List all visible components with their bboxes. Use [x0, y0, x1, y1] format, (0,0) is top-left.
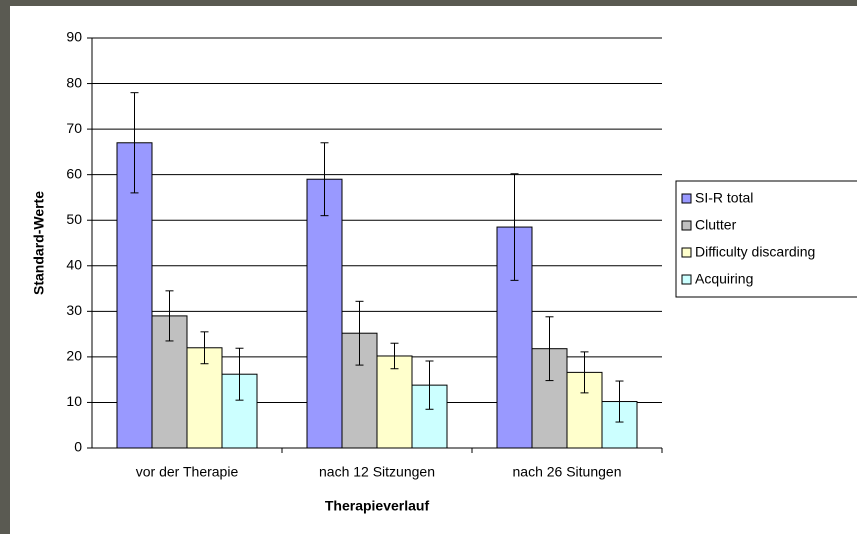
error-bar: [545, 316, 554, 382]
y-tick-label: 50: [66, 211, 82, 227]
y-tick-label: 20: [66, 348, 82, 364]
x-tick-label: nach 12 Sitzungen: [319, 464, 435, 480]
y-tick-label: 10: [66, 393, 82, 409]
error-bar: [580, 351, 589, 394]
legend-swatch: [681, 247, 692, 258]
y-tick-label: 0: [74, 439, 82, 455]
y-axis-title: Standard-Werte: [31, 191, 47, 295]
legend-label: SI-R total: [695, 190, 753, 206]
legend-label: Clutter: [695, 217, 737, 233]
error-bar: [320, 142, 329, 217]
bar: [306, 178, 343, 449]
error-bar: [390, 342, 399, 370]
bar: [376, 355, 413, 449]
y-tick-label: 80: [66, 74, 82, 90]
error-bar: [510, 173, 519, 281]
legend-label: Difficulty discarding: [695, 244, 815, 260]
x-tick-label: nach 26 Situngen: [513, 464, 622, 480]
bar: [116, 142, 153, 449]
y-tick-label: 40: [66, 256, 82, 272]
y-tick-label: 30: [66, 302, 82, 318]
legend-box: [675, 180, 857, 298]
y-tick-label: 90: [66, 29, 82, 45]
error-bar: [615, 380, 624, 423]
legend-label: Acquiring: [695, 271, 753, 287]
legend-swatch: [681, 193, 692, 204]
error-bar: [165, 290, 174, 342]
y-tick-label: 60: [66, 165, 82, 181]
x-tick-label: vor der Therapie: [136, 464, 239, 480]
x-axis-title: Therapieverlauf: [325, 498, 430, 514]
error-bar: [355, 300, 364, 366]
legend-swatch: [681, 274, 692, 285]
error-bar: [130, 92, 139, 194]
bar: [186, 347, 223, 449]
y-tick-label: 70: [66, 120, 82, 136]
error-bar: [425, 360, 434, 410]
legend-swatch: [681, 220, 692, 231]
error-bar: [235, 347, 244, 401]
error-bar: [200, 331, 209, 365]
